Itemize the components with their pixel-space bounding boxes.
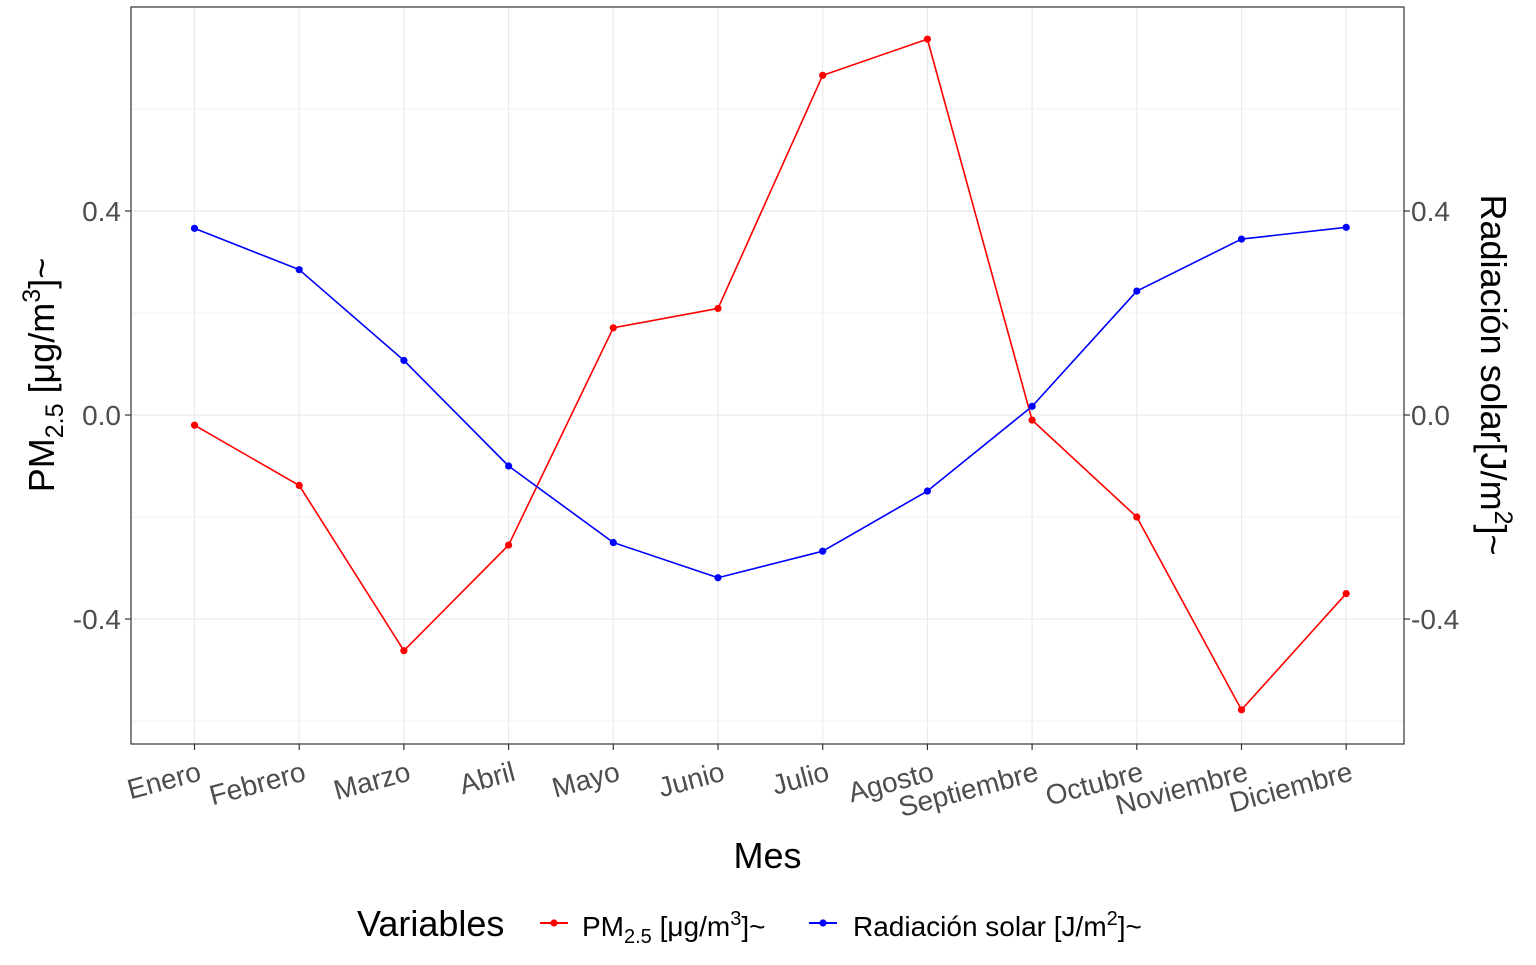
- series-line-segment: [717, 75, 824, 309]
- legend-title: Variables: [357, 903, 504, 944]
- data-point: [1237, 235, 1246, 243]
- y-tick-label-right: -0.4: [1411, 604, 1459, 635]
- y-axis-left-title: PM2.5 [μg/m3]~: [18, 258, 69, 492]
- series-line-segment: [508, 465, 614, 544]
- series-line-segment: [298, 269, 405, 362]
- series-line-segment: [717, 550, 823, 579]
- legend: Variables PM2.5 [μg/m3]~ Radiación solar…: [357, 903, 1142, 948]
- series-line-segment: [1136, 516, 1243, 711]
- legend-label-pm25-unit: [μg/m: [652, 911, 730, 942]
- legend-key-point-pm25: [550, 919, 558, 927]
- y-axis-right-title-post: ]~: [1473, 525, 1514, 556]
- data-point: [1028, 402, 1036, 410]
- data-point: [819, 71, 827, 79]
- series-layer: [190, 35, 1350, 714]
- y-axis-left-title-post: ]~: [21, 258, 62, 289]
- data-point: [1342, 589, 1350, 598]
- data-point: [819, 547, 827, 555]
- y-axis-right-title: Radiación solar[J/m2]~: [1473, 194, 1517, 555]
- series-line-segment: [926, 38, 1033, 421]
- y-tick-label-left: 0.4: [82, 196, 121, 227]
- series-line-segment: [298, 484, 405, 652]
- data-point: [714, 574, 722, 582]
- series-line-segment: [403, 359, 510, 467]
- series-line-segment: [822, 38, 928, 77]
- legend-label-radiacion-sup: 2: [1107, 908, 1118, 930]
- series-line-segment: [1240, 593, 1347, 711]
- y-tick-label-left: -0.4: [73, 604, 121, 635]
- legend-label-pm25: PM2.5 [μg/m3]~: [582, 908, 765, 948]
- series-1: [190, 223, 1350, 582]
- y-axis-right-title-base: Radiación solar[J/m: [1473, 194, 1514, 510]
- series-line-segment: [194, 424, 300, 487]
- data-point: [609, 324, 617, 332]
- y-axis-left-title-base: PM: [21, 438, 62, 492]
- legend-label-pm25-base: PM: [582, 911, 624, 942]
- series-line-segment: [926, 405, 1033, 492]
- series-0: [190, 35, 1350, 714]
- data-point: [400, 356, 408, 365]
- data-point: [714, 304, 722, 313]
- legend-label-radiacion: Radiación solar [J/m2]~: [853, 908, 1142, 942]
- data-point: [505, 462, 513, 470]
- series-line-segment: [403, 544, 510, 652]
- y-axis-left-title-unit: [μg/m: [21, 303, 62, 404]
- data-point: [1133, 513, 1141, 521]
- data-point: [1342, 223, 1350, 231]
- y-tick-label-left: 0.0: [82, 400, 121, 431]
- plot-panel-border: [130, 6, 1405, 745]
- legend-label-pm25-sup: 3: [730, 908, 741, 930]
- y-tick-label-right: 0.4: [1411, 196, 1450, 227]
- series-line-segment: [507, 327, 615, 546]
- data-point: [923, 487, 932, 495]
- series-line-segment: [1136, 238, 1242, 292]
- data-point: [295, 481, 303, 490]
- y-axis-right-title-sup: 2: [1489, 511, 1517, 525]
- data-point: [400, 647, 408, 655]
- y-tick-label-right: 0.0: [1411, 400, 1450, 431]
- series-line-segment: [1241, 226, 1347, 240]
- data-point: [1133, 287, 1141, 295]
- x-axis-title: Mes: [733, 835, 801, 876]
- data-point: [923, 35, 932, 43]
- data-point: [190, 421, 199, 429]
- grid-lines: [131, 7, 1404, 744]
- series-line-segment: [613, 307, 719, 329]
- legend-label-radiacion-base: Radiación solar [J/m: [853, 911, 1107, 942]
- series-line-segment: [1031, 419, 1138, 518]
- y-axis-left-title-sub: 2.5: [41, 403, 69, 438]
- series-line-segment: [194, 227, 300, 271]
- series-line-segment: [613, 541, 719, 579]
- series-line-segment: [1031, 290, 1138, 407]
- series-line-segment: [822, 490, 928, 552]
- data-point: [1237, 706, 1246, 714]
- legend-label-radiacion-post: ]~: [1118, 911, 1142, 942]
- legend-label-pm25-sub: 2.5: [624, 926, 652, 948]
- data-point: [1028, 416, 1036, 424]
- legend-label-pm25-post: ]~: [741, 911, 765, 942]
- data-point: [505, 541, 513, 549]
- data-point: [295, 266, 303, 274]
- data-point: [609, 538, 617, 547]
- legend-key-point-radiacion: [819, 919, 827, 927]
- data-point: [190, 224, 199, 232]
- y-axis-left-title-sup: 3: [18, 289, 46, 303]
